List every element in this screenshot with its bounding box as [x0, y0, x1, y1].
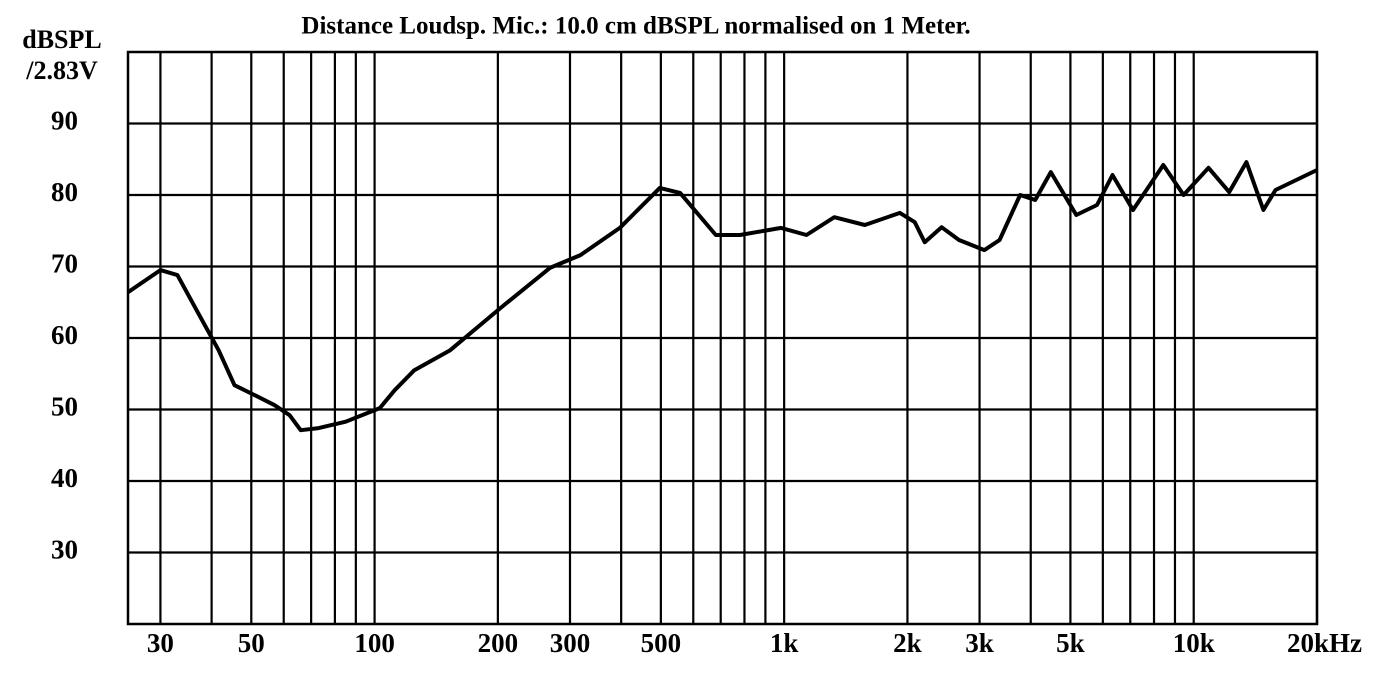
- y-tick-label: 60: [51, 320, 78, 350]
- response-curve: [126, 160, 1318, 433]
- y-tick-label: 30: [51, 535, 78, 565]
- x-tick-label: 5k: [1056, 628, 1085, 658]
- y-tick-label: 40: [51, 463, 78, 493]
- y-tick-label: 90: [51, 106, 78, 136]
- y-tick-label: 70: [51, 249, 78, 279]
- chart-title: Distance Loudsp. Mic.: 10.0 cm dBSPL nor…: [301, 13, 970, 40]
- x-tick-label: 50: [238, 628, 265, 658]
- y-axis-label: dBSPL: [22, 25, 102, 54]
- y-tick-label: 80: [51, 177, 78, 207]
- x-tick-label: 300: [550, 628, 591, 658]
- x-tick-label: 200: [478, 628, 519, 658]
- x-tick-label: 10k: [1173, 628, 1215, 658]
- x-tick-label: 500: [641, 628, 682, 658]
- x-tick-label: 100: [354, 628, 395, 658]
- y-tick-label: 50: [51, 392, 78, 422]
- x-tick-label: 3k: [965, 628, 994, 658]
- x-tick-label: 30: [147, 628, 174, 658]
- x-tick-label: 2k: [893, 628, 922, 658]
- x-tick-label: 20kHz: [1287, 628, 1362, 658]
- y-axis-label: /2.83V: [25, 56, 98, 85]
- x-tick-label: 1k: [770, 628, 799, 658]
